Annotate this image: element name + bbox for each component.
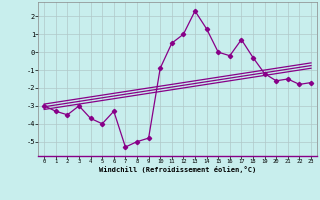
X-axis label: Windchill (Refroidissement éolien,°C): Windchill (Refroidissement éolien,°C): [99, 166, 256, 173]
